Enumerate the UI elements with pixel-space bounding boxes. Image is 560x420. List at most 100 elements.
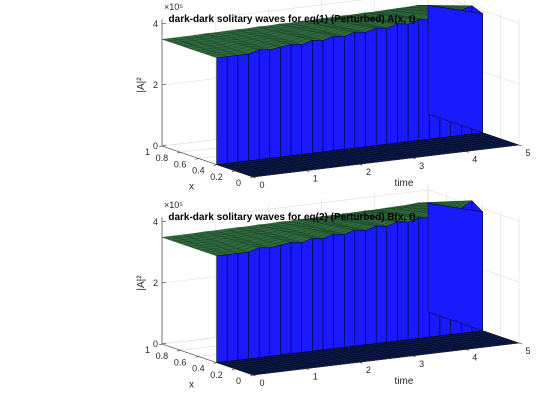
time-axis-line (252, 342, 520, 376)
time-axis-line (252, 144, 520, 178)
mesh-line (243, 339, 510, 373)
x-axis-line (161, 343, 254, 376)
z-tick-label: 4 (153, 217, 158, 227)
chart-panel-1: 01234500.20.40.60.81024×10⁵timex|A|²dark… (136, 0, 531, 193)
mesh-line (178, 5, 445, 45)
mesh-line (205, 201, 472, 253)
time-tick (359, 361, 363, 364)
mesh-line (239, 140, 506, 173)
time-axis-label: time (395, 178, 414, 189)
x-tick-label: 0.8 (156, 153, 169, 163)
surface-wall-strip (258, 247, 271, 358)
mesh-line (239, 338, 506, 371)
x-tick-label: 0 (236, 376, 241, 386)
surface-wall-strip (248, 49, 260, 162)
x-tick-label: 1 (145, 147, 150, 157)
surface-wall-strip (386, 221, 398, 343)
time-tick-label: 4 (472, 154, 477, 164)
mesh-line (167, 202, 434, 240)
surface-wall-strip (280, 241, 292, 356)
x-tick (249, 374, 254, 377)
time-tick-label: 3 (419, 161, 424, 171)
time-tick (518, 342, 523, 345)
chart-title: dark-dark solitary waves for eq(2) (Pert… (168, 212, 415, 223)
time-tick-label: 1 (313, 372, 318, 382)
mesh-line (230, 137, 497, 170)
surface-wall-strip (226, 55, 239, 164)
time-tick-label: 1 (313, 174, 318, 184)
time-tick-label: 2 (366, 365, 371, 375)
z-exponent-label: ×10⁵ (164, 200, 183, 210)
surface-wall-strip (216, 254, 228, 363)
mesh-line (248, 143, 515, 176)
time-tick (518, 144, 523, 147)
x-tick-label: 0.4 (192, 364, 205, 374)
mesh-line (200, 201, 467, 251)
chart-panel-2: 01234500.20.40.60.81024×10⁵timex|A|²dark… (136, 185, 531, 391)
surface-wall-strip (237, 53, 249, 163)
mesh-line (183, 5, 450, 47)
surface-wall-strip (407, 19, 420, 142)
surface-wall-strip (333, 35, 345, 151)
time-tick (465, 151, 469, 153)
mesh-line (234, 336, 501, 369)
grid-line (161, 0, 520, 25)
mesh-line (234, 138, 501, 171)
x-tick-label: 1 (145, 345, 150, 355)
z-tick-label: 2 (153, 278, 158, 288)
z-tick-label: 2 (153, 80, 158, 90)
surface-wall-strip (333, 233, 345, 349)
x-tick-label: 0.6 (174, 357, 187, 367)
x-tick (158, 343, 163, 346)
time-tick-label: 4 (472, 352, 477, 362)
surface-wall-strip (397, 23, 409, 144)
time-tick (306, 170, 310, 172)
surface-wall-strip (269, 244, 281, 357)
mesh-line (248, 341, 515, 374)
x-axis-label: x (189, 182, 194, 193)
surface-wall-strip (269, 46, 281, 159)
x-tick (231, 368, 235, 371)
time-tick (306, 368, 310, 370)
time-tick (359, 163, 363, 166)
x-tick-label: 0.8 (156, 351, 169, 361)
surface-wall-strip (322, 35, 334, 153)
surface-wall-strip (301, 237, 313, 353)
x-tick (177, 349, 181, 352)
surface-wall-strip (312, 237, 324, 352)
surface-end-wall (427, 203, 483, 331)
z-axis-label: |A|² (136, 77, 147, 93)
mesh-line (178, 202, 445, 243)
x-tick (249, 176, 254, 179)
mesh-line (189, 201, 456, 247)
mesh-line (172, 5, 439, 44)
z-tick-label: 0 (153, 339, 158, 349)
surface-wall-strip (312, 39, 324, 154)
chart-title: dark-dark solitary waves for eq(1) (Pert… (169, 14, 416, 25)
mesh-line (221, 331, 488, 365)
time-axis-label: time (395, 376, 414, 387)
surface-wall-strip (344, 229, 356, 348)
surface-wall-strip (365, 225, 377, 345)
x-tick-label: 0.2 (210, 370, 223, 380)
x-tick (195, 356, 199, 358)
surface-wall-strip (248, 247, 260, 360)
mesh-line (183, 201, 450, 245)
time-tick-label: 3 (419, 359, 424, 369)
z-tick (161, 342, 167, 345)
surface-wall-strip (344, 31, 356, 150)
z-tick-label: 4 (153, 19, 158, 29)
x-tick (158, 145, 163, 148)
z-tick (161, 22, 167, 25)
time-tick (252, 374, 257, 377)
time-tick (412, 355, 416, 358)
z-tick (161, 83, 167, 86)
time-tick (412, 157, 416, 160)
z-tick (161, 220, 167, 223)
x-tick-label: 0 (236, 178, 241, 188)
time-tick (465, 349, 469, 351)
mesh-line (225, 333, 492, 366)
surface-wall-strip (216, 56, 228, 165)
surface-wall-strip (386, 23, 398, 145)
